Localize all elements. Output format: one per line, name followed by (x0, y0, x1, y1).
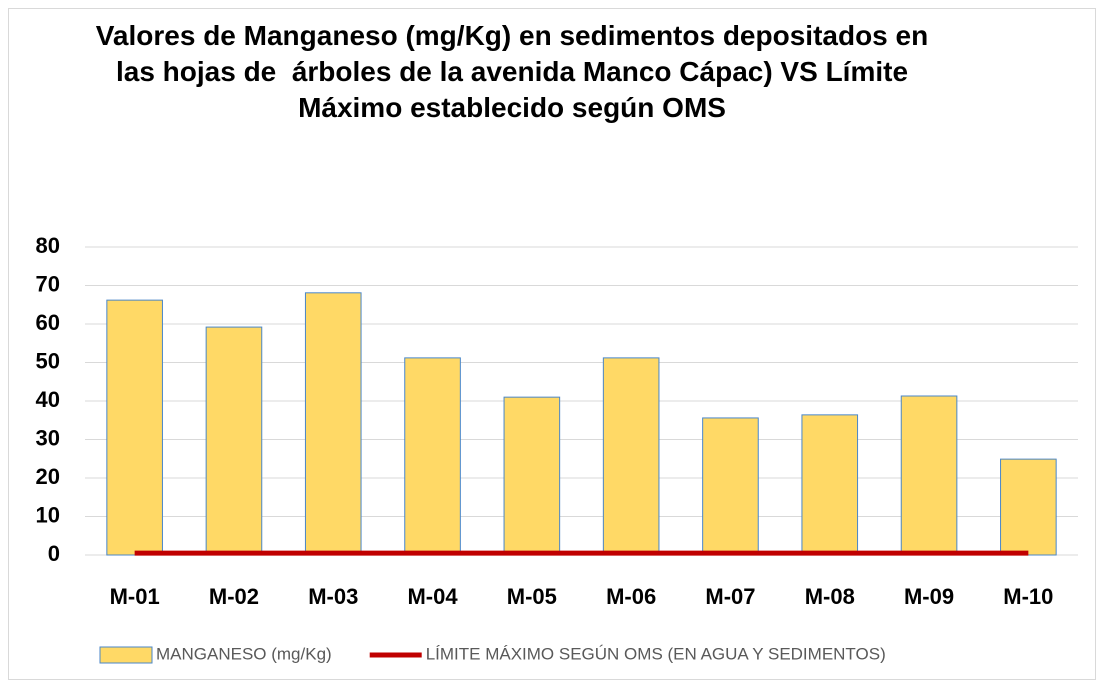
y-tick-label: 80 (36, 233, 60, 258)
y-tick-label: 40 (36, 387, 60, 412)
x-tick-label: M-03 (308, 584, 358, 609)
bar (404, 357, 461, 556)
x-tick-label: M-02 (209, 584, 259, 609)
bar (1000, 458, 1057, 556)
y-tick-label: 60 (36, 310, 60, 335)
x-tick-label: M-04 (407, 584, 458, 609)
bar (900, 395, 958, 556)
x-tick-label: M-01 (110, 584, 160, 609)
bar (801, 414, 859, 556)
x-tick-label: M-10 (1003, 584, 1053, 609)
bar (702, 417, 759, 556)
x-tick-label: M-09 (904, 584, 954, 609)
chart-border (8, 8, 1096, 680)
bar (503, 396, 561, 556)
x-tick-label: M-06 (606, 584, 656, 609)
y-tick-label: 10 (36, 502, 60, 527)
bar (304, 292, 362, 556)
x-tick-label: M-05 (507, 584, 557, 609)
legend-label: LÍMITE MÁXIMO SEGÚN OMS (EN AGUA Y SEDIM… (426, 644, 886, 663)
y-tick-label: 20 (36, 464, 60, 489)
x-tick-label: M-07 (705, 584, 755, 609)
bar (205, 326, 263, 556)
y-tick-label: 0 (48, 541, 60, 566)
y-tick-label: 50 (36, 348, 60, 373)
bar (602, 357, 660, 556)
x-tick-label: M-08 (805, 584, 855, 609)
legend-swatch (99, 646, 153, 664)
chart-title: Valores de Manganeso (mg/Kg) en sediment… (95, 20, 936, 123)
bar (106, 299, 163, 556)
legend-label: MANGANESO (mg/Kg) (156, 644, 332, 663)
y-tick-label: 30 (36, 425, 60, 450)
y-tick-label: 70 (36, 271, 60, 296)
